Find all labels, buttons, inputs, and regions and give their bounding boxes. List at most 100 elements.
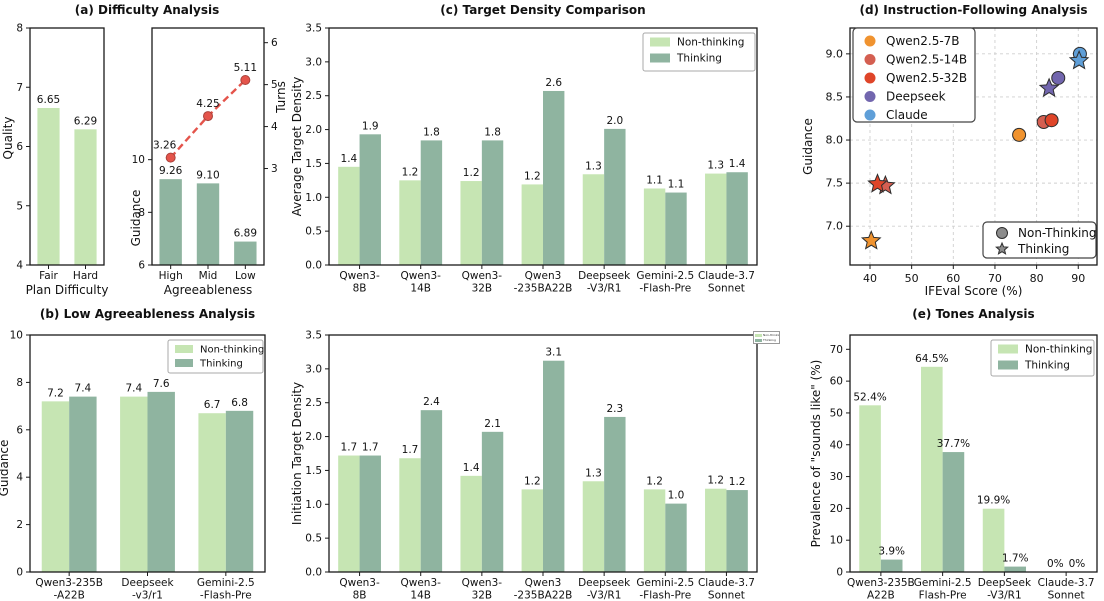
bar-non-thinking [338, 455, 360, 572]
y-tick-label: 0.5 [305, 226, 322, 238]
bar-thinking [543, 90, 565, 265]
bar-value-label: 1.4 [341, 153, 358, 165]
y-tick-label: 0.0 [305, 260, 322, 272]
turns-line-marker [240, 75, 251, 86]
bar-thinking [726, 172, 748, 265]
bar-value-label: 1.2 [729, 476, 746, 488]
bar-value-label: 9.26 [159, 165, 183, 177]
bar-non-thinking [120, 396, 148, 572]
bar-guidance [196, 183, 220, 265]
y-tick-label: 8 [138, 207, 145, 219]
scatter-point-star [1068, 49, 1090, 70]
category-label: 14B [410, 590, 431, 601]
panel-b-title: (b) Low Agreeableness Analysis [39, 307, 256, 321]
y-axis-label: Guidance [801, 118, 815, 175]
category-label: Deepseek [121, 577, 174, 589]
bar-value-label: 2.4 [423, 396, 440, 408]
turns-line-marker [165, 152, 176, 163]
category-label: Claude-3.7 [698, 577, 755, 589]
bar-thinking [225, 410, 254, 572]
scatter-point-circle [1051, 70, 1066, 85]
bar-value-label: 9.10 [196, 169, 219, 181]
bar-value-label: 1.7 [341, 442, 358, 454]
scatter-point-star [1038, 77, 1060, 98]
bar-value-label: 1.1 [668, 179, 685, 191]
bar-non-thinking [582, 481, 605, 572]
legend-label: Thinking [199, 359, 243, 370]
bar-thinking [665, 503, 687, 572]
category-label: Gemini-2.5 [914, 577, 972, 589]
plot-frame [151, 27, 265, 266]
panel-a-difficulty-analysis: 6.65 6.29 Fair Hard 4 5 6 7 8 Quality Plan Difficu… [1, 23, 288, 298]
category-label: Gemini-2.5 [636, 270, 694, 282]
panel-d-instruction-following: 40 50 60 70 80 90 7.0 7.5 8.0 8.5 9.0 Guidance IFEva… [801, 27, 1098, 298]
y-tick-label: 1.5 [305, 465, 322, 477]
mini-legend-swatch [755, 339, 762, 342]
bar-value-label: 6.89 [234, 228, 257, 240]
marker-legend-box [982, 221, 1097, 259]
bar-thinking [359, 455, 381, 572]
bar-non-thinking [460, 181, 482, 265]
bar-value-label: 1.2 [463, 167, 480, 179]
category-label: 8B [353, 283, 367, 295]
panel-e-tones-analysis: 52.4% 64.5% 19.9% 0% 3.9% 37.7% 1.7% 0% Qwen3-23… [809, 334, 1098, 601]
y-tick-label: 30 [830, 471, 843, 483]
bar-value-label: 1.3 [585, 467, 602, 479]
category-label: -Flash-Pre [639, 590, 691, 601]
plot-frame [328, 27, 758, 266]
category-label: -Flash-Pre [200, 590, 252, 601]
bar-value-label: 6.8 [231, 397, 248, 409]
scatter-point-circle [1012, 127, 1027, 142]
bar-value-label: 6.65 [37, 94, 60, 106]
bar-value-label: 7.4 [75, 383, 92, 395]
y-tick-label: 2.0 [305, 431, 322, 443]
panel-c-initiation-target-density: 1.7 1.7 1.4 1.2 1.3 1.2 1.2 1.7 2.4 2.1 3.1 2.3 1.0 1… [290, 330, 758, 601]
bar-non-thinking [460, 475, 482, 572]
category-label: -V3/R1 [587, 283, 622, 295]
bar-value-label: 1.8 [484, 126, 501, 138]
y-tick-label: 0.5 [305, 533, 322, 545]
legend-swatch [998, 360, 1018, 370]
y2-tick-label: 3 [271, 163, 278, 175]
line-value-label: 5.11 [234, 62, 257, 74]
bar-non-thinking [41, 401, 70, 572]
category-label: -235BA22B [514, 283, 573, 295]
category-label: Qwen3- [400, 577, 441, 589]
plot-frame [849, 334, 1098, 573]
category-label: Qwen3- [339, 577, 380, 589]
legend-label: Non-thinking [677, 37, 744, 49]
y-tick-label: 10 [830, 535, 843, 547]
x-tick-label: 90 [1071, 272, 1085, 285]
bar-thinking [543, 360, 565, 572]
bar-value-label: 1.3 [707, 160, 724, 172]
scatter-point-circle [996, 227, 1008, 239]
legend-swatch [175, 359, 193, 367]
y-tick-label: 7.0 [826, 220, 844, 233]
y-tick-label: 6 [138, 260, 145, 272]
y-axis-label: Quality [1, 117, 15, 160]
plot-frame [849, 27, 1098, 266]
bar-value-label: 1.4 [729, 158, 746, 170]
y-tick-label: 7 [16, 82, 23, 94]
y-tick-label: 50 [830, 407, 843, 419]
bar-value-label: 6.29 [74, 115, 97, 127]
y-tick-label: 8 [16, 23, 23, 35]
mini-legend-row: Thinking [755, 338, 778, 343]
bar-non-thinking [399, 458, 421, 572]
model-legend-box [852, 27, 976, 123]
category-label: Qwen3-235B [35, 577, 103, 589]
bar-value-label: 1.2 [524, 475, 541, 487]
bar-value-label: 1.1 [646, 174, 663, 186]
x-tick-label: 40 [863, 272, 877, 285]
bar-value-label: 2.6 [545, 77, 562, 89]
y-tick-label: 20 [830, 503, 843, 515]
bar-value-label: 1.2 [524, 170, 541, 182]
category-label: Qwen3- [339, 270, 380, 282]
bar-non-thinking [521, 184, 543, 265]
y-tick-label: 9.0 [826, 47, 844, 60]
y2-axis-label: Turns [274, 81, 288, 114]
legend-label: Thinking [1017, 242, 1069, 256]
bar-value-label: 37.7% [937, 438, 970, 450]
mini-legend-label: Non-thinking [763, 333, 779, 337]
